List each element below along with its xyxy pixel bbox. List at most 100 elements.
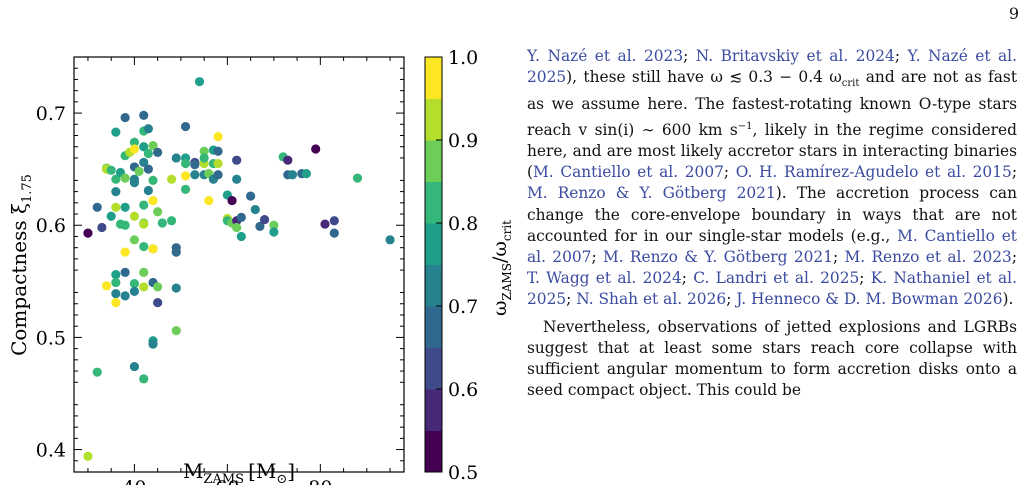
colorbar-frame [424, 56, 443, 473]
text-run: −1 [737, 120, 753, 132]
scatter-point [120, 173, 130, 183]
scatter-point [129, 278, 140, 289]
scatter-point [139, 219, 149, 229]
scatter-point [120, 202, 130, 212]
scatter-point [250, 204, 260, 215]
scatter-point [213, 170, 223, 180]
scatter-point [111, 186, 121, 197]
scatter-point [153, 207, 163, 217]
plot-frame [73, 56, 405, 473]
x-tick-label: 60 [215, 477, 239, 485]
y-axis-label: Compactness ξ1.75 [7, 174, 35, 356]
axes: 40 60 80 0.4 0.5 0.6 0.7 [36, 57, 404, 485]
scatter-point [180, 184, 191, 194]
citation-link[interactable]: K. Nathaniel et al. 2025 [527, 269, 1017, 309]
scatter-point [287, 170, 298, 180]
citation-link[interactable]: M. Renzo & Y. Götberg 2021 [602, 248, 833, 267]
scatter-point [106, 211, 116, 221]
scatter-point [153, 147, 163, 157]
scatter-point [101, 281, 112, 291]
scatter-point [148, 175, 158, 185]
text-run: and are not as fast as we assume here. T… [527, 68, 1018, 139]
page-number: 9 [1008, 4, 1019, 23]
citation-link[interactable]: J. Henneco & D. M. Bowman 2026 [736, 290, 1003, 309]
colorbar-segment [425, 347, 442, 390]
x-tick-label: 80 [308, 477, 332, 485]
text-run: ; [894, 47, 908, 65]
scatter-point [171, 283, 181, 293]
scatter-point [106, 165, 116, 175]
text-run: ; [591, 248, 603, 267]
scatter-point [111, 174, 121, 184]
y-tick-label: 0.5 [36, 327, 66, 349]
citation-link[interactable]: Y. Nazé et al. 2025 [527, 47, 1017, 87]
scatter-point [236, 231, 246, 242]
scatter-point [148, 244, 158, 254]
citation-link[interactable]: M. Cantiello et al. 2007 [527, 226, 1017, 267]
text-run: ; [859, 269, 871, 288]
citation-link[interactable]: M. Cantiello et al. 2007 [533, 163, 724, 182]
scatter-point [129, 235, 140, 245]
scatter-point [143, 124, 153, 134]
colorbar-tick-label: 0.7 [448, 296, 478, 318]
scatter-point [236, 212, 246, 222]
scatter-point [194, 77, 205, 87]
colorbar-tick-label: 0.8 [448, 213, 478, 235]
text-run: ; [1011, 248, 1018, 267]
scatter-point [320, 219, 330, 229]
scatter-point [129, 211, 140, 221]
x-tick-label: 40 [122, 477, 146, 485]
scatter-point [139, 374, 149, 384]
citation-link[interactable]: N. Britavskiy et al. 2024 [695, 47, 895, 65]
citation-link[interactable]: T. Wagg et al. 2024 [527, 269, 682, 288]
scatter-point [120, 247, 130, 257]
scatter-point [311, 144, 321, 154]
scatter-point [269, 220, 279, 230]
scatter-point [180, 171, 191, 181]
scatter-point [83, 228, 93, 238]
scatter-point [283, 155, 293, 165]
citation-link[interactable]: M. Renzo et al. 2023 [844, 248, 1012, 267]
scatter-point [157, 218, 167, 228]
scatter-point [153, 282, 163, 292]
citation-link[interactable]: O. H. Ramírez-Agudelo et al. 2015 [735, 163, 1012, 182]
scatter-point [259, 215, 270, 225]
scatter-point [148, 195, 158, 206]
scatter-point [171, 247, 181, 257]
y-tick-label: 0.4 [36, 440, 66, 462]
scatter-point [139, 267, 149, 277]
scatter-point [180, 121, 191, 132]
citation-link[interactable]: Y. Nazé et al. 2023 [527, 47, 684, 65]
scatter-point [92, 367, 102, 377]
scatter-figure: 40 60 80 0.4 0.5 0.6 0.7 MZAMS[M⊙] Compactness… [7, 47, 514, 485]
scatter-point [120, 267, 130, 277]
scatter-point [329, 216, 339, 226]
text-run: ; [726, 290, 737, 309]
scatter-point [111, 202, 121, 212]
paragraph-2: Nevertheless, observations of jetted exp… [527, 317, 1017, 400]
scatter-points [83, 77, 395, 461]
scatter-point [329, 228, 339, 238]
scatter-point [139, 110, 149, 120]
colorbar-tick-label: 1.0 [448, 47, 478, 69]
citation-link[interactable]: M. Renzo & Y. Götberg 2021 [527, 184, 776, 203]
citation-link[interactable]: C. Landri et al. 2025 [693, 269, 860, 288]
scatter-point [129, 361, 140, 372]
scatter-point [227, 195, 237, 206]
text-run: ; [723, 163, 736, 182]
colorbar-segment [425, 306, 442, 348]
colorbar-segment [425, 98, 442, 141]
colorbar-segment [425, 389, 442, 431]
colorbar-segment [425, 57, 442, 99]
scatter-point [385, 235, 395, 245]
scatter-point [129, 144, 140, 154]
citation-link[interactable]: N. Shah et al. 2026 [576, 290, 727, 309]
scatter-point [129, 286, 140, 297]
x-axis-label: MZAMS [M⊙] [183, 459, 295, 485]
scatter-point [171, 326, 181, 336]
scatter-point [134, 166, 144, 177]
scatter-point [171, 153, 181, 163]
scatter-point [213, 146, 223, 156]
scatter-point [148, 141, 158, 151]
scatter-point [111, 277, 121, 288]
